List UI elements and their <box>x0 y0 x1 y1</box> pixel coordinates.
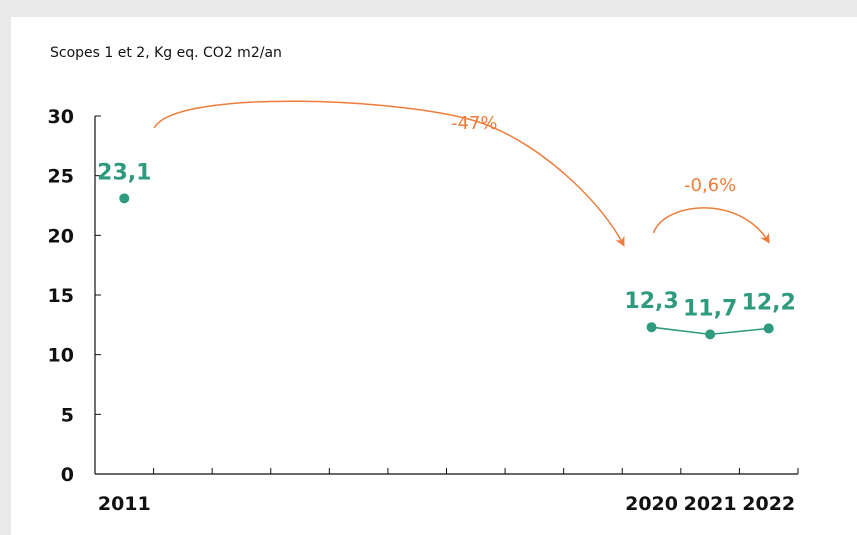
data-label: 11,7 <box>683 296 737 321</box>
data-label: 12,3 <box>624 289 678 314</box>
y-tick-label: 30 <box>48 106 74 128</box>
annotation-arrow <box>153 100 625 247</box>
data-label: 23,1 <box>97 160 151 185</box>
annotations: -47% -0,6% <box>153 100 770 247</box>
chart-card <box>11 17 857 535</box>
data-point <box>763 323 774 334</box>
annotation-label: -0,6% <box>684 175 736 196</box>
data-point <box>705 329 716 340</box>
y-tick-label: 0 <box>61 464 74 486</box>
x-tick-label: 2022 <box>742 493 795 515</box>
annotation-label: -47% <box>451 113 498 134</box>
chart-subtitle: Scopes 1 et 2, Kg eq. CO2 m2/an <box>50 45 282 61</box>
y-tick-label: 10 <box>48 345 74 367</box>
data-point <box>646 322 657 333</box>
x-tick-label: 2011 <box>98 493 151 515</box>
annotation-arrow <box>652 207 770 244</box>
x-tick-label: 2020 <box>625 493 678 515</box>
y-tick-label: 20 <box>48 225 74 247</box>
data-label: 12,2 <box>742 290 796 315</box>
series: 23,1 12,3 11,7 12,2 <box>97 160 796 340</box>
y-tick-label: 25 <box>48 166 74 188</box>
x-tick-label: 2021 <box>684 493 737 515</box>
y-tick-label: 15 <box>48 285 74 307</box>
y-tick-label: 5 <box>61 404 74 426</box>
data-point <box>119 193 130 204</box>
axes: 0 5 10 15 20 25 30 2011 2020 2021 2022 <box>48 106 799 515</box>
